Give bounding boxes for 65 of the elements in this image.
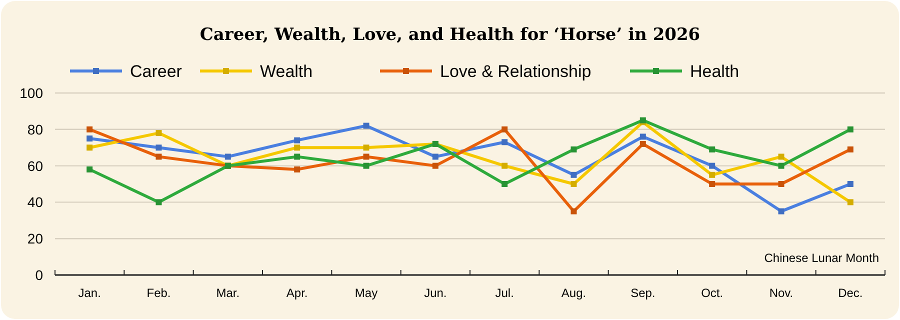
point <box>502 126 508 132</box>
x-tick-label: Feb. <box>146 286 171 300</box>
point <box>432 154 438 160</box>
point <box>570 208 577 214</box>
point <box>156 199 162 206</box>
x-tick-label: Mar. <box>216 286 240 300</box>
point <box>224 154 231 160</box>
point <box>847 146 854 152</box>
x-tick-label: Apr. <box>286 286 308 300</box>
y-tick-label: 0 <box>35 267 44 283</box>
point <box>709 162 716 169</box>
point <box>294 154 300 160</box>
y-tick-label: 20 <box>27 230 44 247</box>
x-axis-title: Chinese Lunar Month <box>764 251 879 265</box>
point <box>778 208 784 214</box>
x-tick-label: Jul. <box>495 286 514 300</box>
point <box>570 172 577 178</box>
point <box>570 146 577 152</box>
point <box>709 181 716 187</box>
legend-label: Love & Relationship <box>440 62 592 81</box>
point <box>847 199 854 206</box>
point <box>502 139 508 146</box>
y-tick-label: 80 <box>27 121 44 138</box>
chart-title: Career, Wealth, Love, and Health for ‘Horse’ in 2026 <box>200 25 700 45</box>
point <box>156 130 162 136</box>
x-tick-label: Oct. <box>701 286 724 300</box>
x-tick-label: Jan. <box>78 286 101 300</box>
point <box>778 154 784 160</box>
x-tick-label: Aug. <box>561 286 586 300</box>
point <box>86 144 93 151</box>
point <box>156 154 162 160</box>
point <box>294 144 300 151</box>
point <box>363 154 370 160</box>
point <box>363 162 370 169</box>
point <box>502 181 508 187</box>
point <box>778 181 784 187</box>
point <box>640 134 646 140</box>
point <box>86 166 93 172</box>
legend-label: Health <box>690 62 740 81</box>
x-tick-label: Sep. <box>630 286 656 300</box>
point <box>778 162 784 169</box>
point <box>847 181 854 187</box>
point <box>709 172 716 178</box>
y-tick-label: 40 <box>27 194 44 210</box>
x-tick-label: May <box>354 286 378 300</box>
x-tick-label: Jun. <box>424 286 447 300</box>
y-tick-label: 100 <box>20 85 44 101</box>
point <box>86 136 93 142</box>
y-tick-label: 60 <box>27 158 44 174</box>
point <box>432 162 438 169</box>
point <box>294 166 300 172</box>
point <box>363 122 370 129</box>
x-tick-label: Dec. <box>838 286 863 300</box>
legend-label: Career <box>130 62 182 81</box>
point <box>294 137 300 144</box>
x-tick-label: Nov. <box>769 286 794 300</box>
point <box>570 181 577 187</box>
point <box>86 126 93 132</box>
point <box>156 144 162 151</box>
point <box>640 140 646 147</box>
point <box>363 144 370 151</box>
point <box>502 162 508 169</box>
legend-label: Wealth <box>260 62 313 81</box>
point <box>847 126 854 132</box>
point <box>709 146 716 152</box>
